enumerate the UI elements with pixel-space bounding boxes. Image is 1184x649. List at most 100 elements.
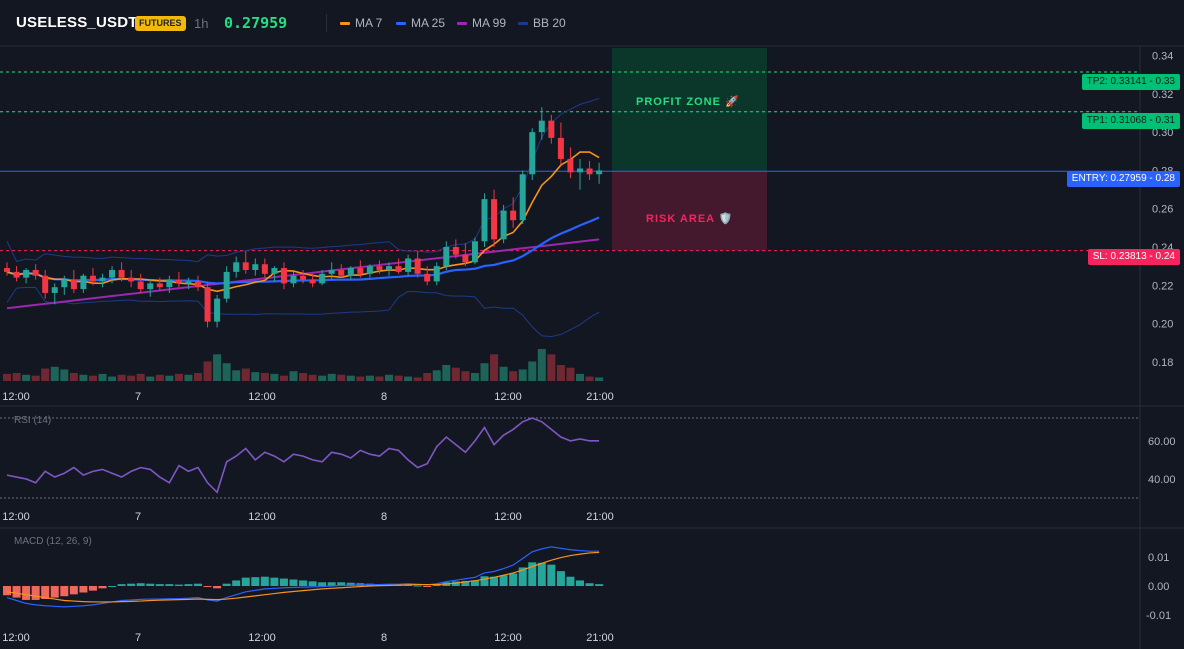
volume-bar <box>556 365 565 381</box>
timeframe-label[interactable]: 1h <box>194 16 209 31</box>
macd-histogram-bar <box>270 577 279 586</box>
bb-lower-line <box>6 286 600 338</box>
time-label: 12:00 <box>2 511 30 523</box>
macd-histogram-bar <box>260 576 269 586</box>
candle-body <box>61 279 68 288</box>
volume-bar <box>117 374 126 381</box>
volume-bar <box>518 369 527 381</box>
volume-bar <box>60 369 69 381</box>
macd-histogram-bar <box>155 584 164 586</box>
volume-bar <box>461 371 470 381</box>
volume-bar <box>41 368 50 381</box>
futures-badge: FUTURES <box>135 16 186 31</box>
candle-body <box>80 275 87 290</box>
candle-body <box>481 199 488 242</box>
macd-histogram-bar <box>69 586 78 595</box>
entry-tag: ENTRY: 0.27959 - 0.28 <box>1066 171 1180 187</box>
macd-histogram-bar <box>79 586 88 593</box>
macd-histogram-bar <box>22 586 31 600</box>
price-tick: 0.22 <box>1152 280 1173 292</box>
macd-pane-label: MACD (12, 26, 9) <box>14 536 92 547</box>
time-label: 7 <box>135 632 141 644</box>
candle-body <box>557 137 564 159</box>
bb-swatch-icon <box>518 21 528 25</box>
price-tick: 0.18 <box>1152 357 1173 369</box>
volume-bar <box>585 376 594 381</box>
candle-body <box>424 273 431 282</box>
time-label: 21:00 <box>586 511 614 523</box>
macd-histogram-bar <box>576 580 584 586</box>
legend-ma99[interactable]: MA 99 <box>457 16 506 30</box>
macd-histogram-bar <box>3 586 11 596</box>
time-label: 12:00 <box>248 391 276 403</box>
macd-histogram-bar <box>98 586 107 589</box>
macd-tick-pos: 0.01 <box>1148 552 1169 564</box>
volume-bar <box>108 376 117 381</box>
volume-bar <box>222 363 231 381</box>
volume-bar <box>31 375 40 381</box>
volume-bar <box>289 371 298 381</box>
price-tick: 0.34 <box>1152 51 1173 63</box>
volume-bar <box>470 373 479 381</box>
profit-zone-label: PROFIT ZONE 🚀 <box>636 96 740 108</box>
macd-histogram-bar <box>279 578 288 586</box>
time-label: 12:00 <box>494 632 522 644</box>
volume-bar <box>451 367 460 381</box>
macd-histogram-bar <box>50 586 59 598</box>
macd-histogram-bar <box>432 584 441 586</box>
tp1-tag: TP1: 0.31068 - 0.31 <box>1081 113 1180 129</box>
volume-bar <box>146 376 155 381</box>
macd-histogram-bar <box>556 571 565 586</box>
candle-body <box>462 254 469 263</box>
time-label: 7 <box>135 511 141 523</box>
legend-ma99-label: MA 99 <box>472 16 507 30</box>
tp2-tag: TP2: 0.33141 - 0.33 <box>1081 74 1180 90</box>
candle-body <box>500 210 507 240</box>
candle-body <box>338 269 345 276</box>
volume-bar <box>232 370 241 381</box>
macd-histogram-bar <box>251 577 260 586</box>
macd-histogram-bar <box>413 585 422 587</box>
macd-histogram-bar <box>136 583 145 586</box>
risk-area-label: RISK AREA 🛡️ <box>646 213 734 225</box>
time-label: 21:00 <box>586 391 614 403</box>
candle-body <box>223 271 230 299</box>
volume-bar <box>308 374 317 381</box>
volume-bar <box>270 373 279 381</box>
candle-body <box>195 281 201 288</box>
candle-body <box>347 268 354 276</box>
candle-body <box>118 269 125 278</box>
time-label: 8 <box>381 632 387 644</box>
volume-bar <box>547 354 556 381</box>
macd-histogram-bar <box>528 562 537 586</box>
volume-bar <box>385 374 393 381</box>
legend-bb20[interactable]: BB 20 <box>518 16 566 30</box>
time-label: 8 <box>381 511 387 523</box>
ma99-swatch-icon <box>457 21 467 25</box>
volume-bar <box>3 373 11 381</box>
volume-bar <box>241 368 250 381</box>
price-tick: 0.32 <box>1152 89 1173 101</box>
macd-histogram-bar <box>222 583 231 586</box>
symbol-name[interactable]: USELESS_USDT <box>16 14 138 31</box>
candle-body <box>519 174 526 221</box>
macd-histogram-bar <box>499 575 508 586</box>
macd-histogram-bar <box>423 586 432 587</box>
macd-histogram-bar <box>12 586 21 598</box>
volume-bar <box>22 374 31 381</box>
macd-histogram-bar <box>127 583 136 586</box>
legend-ma25[interactable]: MA 25 <box>396 16 445 30</box>
candle-body <box>261 264 268 274</box>
candle-body <box>175 279 182 284</box>
legend-ma7[interactable]: MA 7 <box>340 16 382 30</box>
candle-body <box>70 279 77 290</box>
volume-bar <box>365 375 374 381</box>
volume-bar <box>127 375 136 381</box>
volume-bar <box>356 376 365 381</box>
time-label: 7 <box>135 391 141 403</box>
volume-bar <box>413 377 422 381</box>
sl-tag: SL: 0.23813 - 0.24 <box>1087 249 1180 265</box>
candle-body <box>529 132 536 175</box>
volume-bar <box>50 366 59 381</box>
